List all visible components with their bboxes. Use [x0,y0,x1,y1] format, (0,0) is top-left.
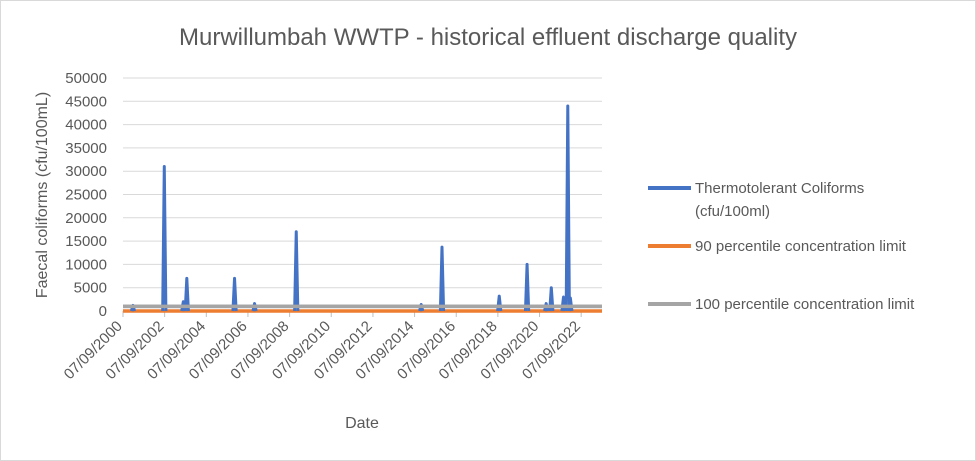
y-axis-ticks: 0 5000 10000 15000 20000 25000 30000 35000 40000… [65,70,107,320]
y-tick-label: 20000 [65,210,107,227]
series-spike [548,286,555,312]
y-tick-label: 25000 [65,187,107,204]
series-spike [183,276,190,312]
series-spike [543,302,550,312]
y-tick-label: 40000 [65,117,107,134]
series-spike [293,230,300,312]
y-tick-label: 45000 [65,93,107,110]
y-tick-label: 5000 [74,280,107,297]
series-spike [438,245,446,312]
y-tick-label: 15000 [65,233,107,250]
chart-title: Murwillumbah WWTP - historical effluent … [179,24,797,51]
y-tick-label: 35000 [65,140,107,157]
y-tick-label: 50000 [65,70,107,87]
series-spike [560,295,567,312]
series-spike [231,276,238,312]
series-spike [564,104,571,312]
series-spike [567,296,574,312]
legend-label: 100 percentile concentration limit [695,296,915,313]
y-axis-label: Faecal coliforms (cfu/100mL) [34,92,51,298]
series-spike [251,302,258,312]
series-spike [161,165,168,312]
legend-label: Thermotolerant Coliforms (cfu/100ml) [695,180,864,220]
y-tick-label: 10000 [65,256,107,273]
gridlines [123,77,602,312]
x-axis-label: Date [345,415,379,432]
series-spike [496,294,503,312]
legend-label: 90 percentile concentration limit [695,238,907,255]
series-lines [123,104,602,313]
y-tick-label: 30000 [65,163,107,180]
series-spike [418,302,425,312]
y-tick-label: 0 [99,303,107,320]
series-spike [523,262,531,312]
legend: Thermotolerant Coliforms (cfu/100ml) 90 pe… [648,180,915,313]
x-axis-ticks: 07/09/200007/09/200207/09/200407/09/2006… [61,311,584,383]
